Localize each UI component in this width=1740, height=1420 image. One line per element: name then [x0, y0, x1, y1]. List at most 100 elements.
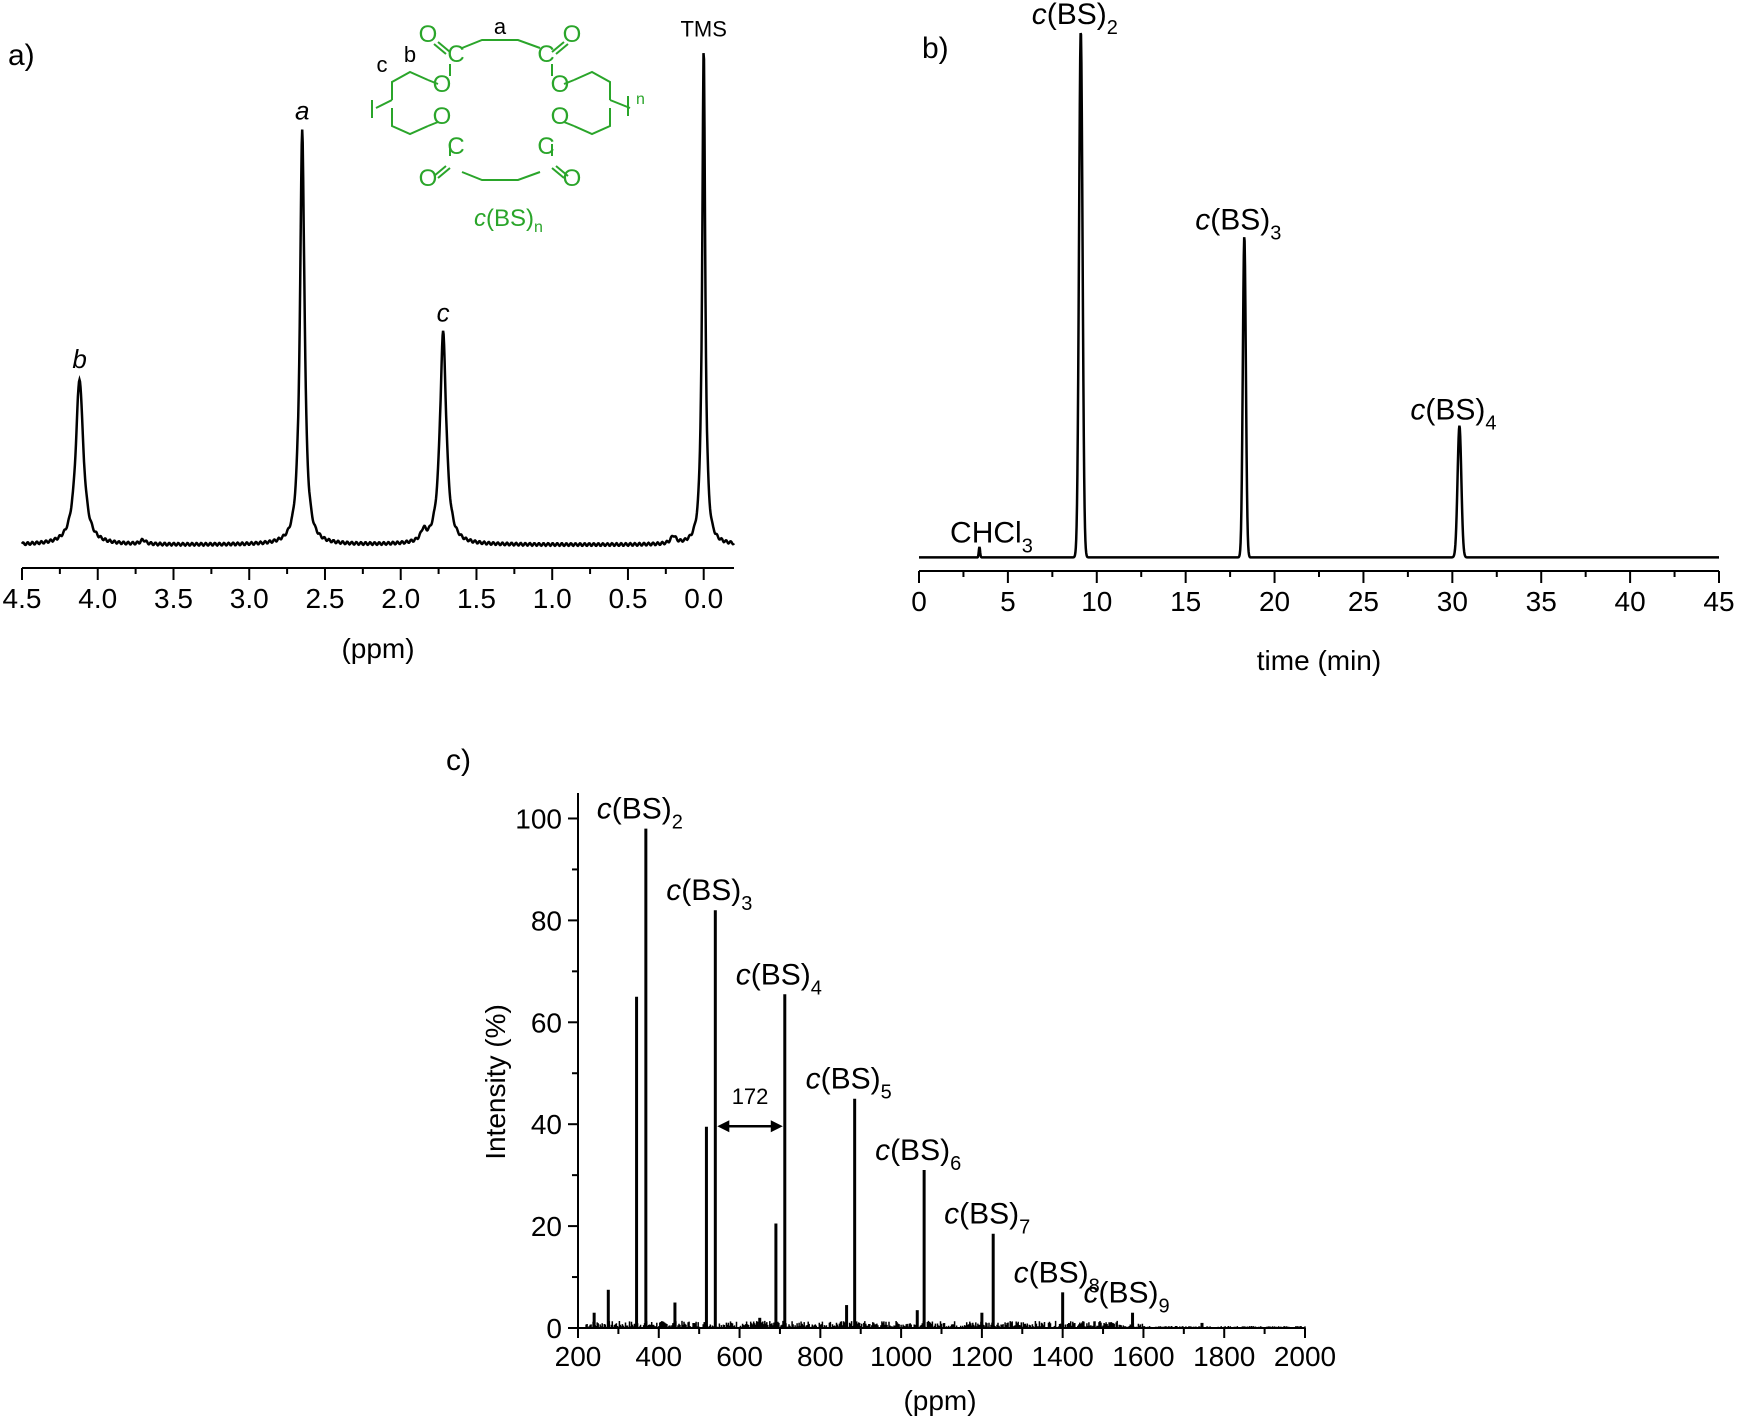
panel-c-peak-label-3-main: (BS): [681, 874, 741, 907]
panel-c-peak-label-9: c(BS)9: [1083, 1277, 1169, 1318]
panel-a-label: a): [8, 39, 35, 72]
panel-b-x-tick-label: 5: [1000, 586, 1016, 617]
panel-c-y-tick-label: 100: [515, 803, 562, 834]
panel-a-x-tick-label: 4.5: [3, 583, 42, 614]
panel-c-peak-label-8-italic: c: [1014, 1256, 1029, 1289]
structure-atom-c: C: [447, 41, 464, 68]
structure-atom-o: O: [433, 71, 452, 98]
structure-bond: [391, 70, 429, 100]
panel-a-x-tick-label: 0.5: [608, 583, 647, 614]
panel-a-peak-label-a: a: [295, 96, 309, 126]
structure-bond: [573, 108, 611, 136]
panel-a-x-tick-label: 3.0: [230, 583, 269, 614]
structure-bond: [375, 99, 393, 109]
panel-a-peak-label-tms: TMS: [680, 17, 726, 42]
panel-c-x-axis-title: (ppm): [903, 1385, 976, 1416]
panel-c-y-axis-title: Intensity (%): [480, 1004, 511, 1160]
panel-c-peak-label-3: c(BS)3: [666, 874, 752, 915]
structure-atoms: O C O C O O O C O O C O a b c n c(BS)n: [377, 14, 645, 236]
panel-c-peak-label-6-italic: c: [875, 1134, 890, 1167]
structure-name-sub: n: [534, 219, 543, 236]
panel-c-peak-label-6-main: (BS): [890, 1134, 950, 1167]
panel-b-x-axis-title: time (min): [1257, 645, 1381, 676]
panel-c-peak-label-4-main: (BS): [751, 958, 811, 991]
panel-c-y-tick-label: 60: [531, 1007, 562, 1038]
panel-c-spacing-arrowhead-left: [717, 1120, 730, 1133]
panel-c-x-tick-label: 800: [797, 1341, 844, 1372]
panel-c-peak-label-6-sub: 6: [950, 1153, 961, 1175]
panel-b-peak-label-2-main: (BS): [1047, 0, 1107, 31]
panel-c-y-tick-label: 40: [531, 1109, 562, 1140]
panel-b-x-tick-label: 20: [1259, 586, 1290, 617]
structure-bond: [391, 108, 429, 136]
panel-a-spectrum-trace: [20, 52, 736, 548]
panel-a-x-tick-label: 2.0: [381, 583, 420, 614]
panel-a-x-tick-label: 0.0: [684, 583, 723, 614]
panel-a-peak-label-b: b: [72, 344, 86, 374]
panel-c-peak-labels: c(BS)2c(BS)3c(BS)4c(BS)5c(BS)6c(BS)7c(BS…: [597, 793, 1170, 1318]
panel-c-peak-label-2-italic: c: [597, 793, 612, 826]
panel-b-peak-label-4-sub: 4: [1485, 412, 1496, 434]
panel-c-peak-label-8-main: (BS): [1029, 1256, 1089, 1289]
panel-c-peak-label-5: c(BS)5: [806, 1063, 892, 1104]
panel-c-peak-label-8: c(BS)8: [1014, 1256, 1100, 1297]
panel-b-x-tick-label: 30: [1437, 586, 1468, 617]
panel-c-axes: 200 400 600 800 1000 1200 1400 1600 1800 2000 0 20 4…: [515, 793, 1336, 1372]
structure-atom-o: O: [419, 21, 438, 48]
panel-b-chromatogram: b) 0 5 10 15 20 25 30 35 40 45 c(BS)2c(BS)3c(BS)4…: [911, 0, 1734, 676]
panel-b-peak-label-4-main: (BS): [1425, 393, 1485, 426]
panel-c-y-tick-label: 80: [531, 905, 562, 936]
panel-b-peak-label-3-main: (BS): [1210, 204, 1270, 237]
panel-a-x-tick-label: 4.0: [78, 583, 117, 614]
structure-label-b: b: [404, 42, 416, 67]
panel-a-x-tick-label: 1.0: [533, 583, 572, 614]
structure-bond: [563, 121, 575, 127]
panel-c-peak-label-9-main: (BS): [1098, 1277, 1158, 1310]
panel-c-peak-label-5-sub: 5: [881, 1082, 892, 1104]
structure-bond: [427, 79, 439, 85]
panel-c-x-tick-label: 400: [635, 1341, 682, 1372]
structure-bond: [437, 41, 451, 53]
panel-b-x-tick-label: 35: [1526, 586, 1557, 617]
structure-bond: [437, 167, 451, 179]
panel-c-peak-label-3-italic: c: [666, 874, 681, 907]
panel-c-peak-label-5-italic: c: [806, 1063, 821, 1096]
structure-bond: [555, 43, 569, 55]
panel-a-x-axis-title: (ppm): [341, 633, 414, 664]
panel-b-peak-label-chcl3-sub: 3: [1022, 535, 1033, 557]
structure-bond: [609, 99, 631, 109]
panel-c-peak-label-8-sub: 8: [1089, 1275, 1100, 1297]
panel-b-x-tick-label: 15: [1170, 586, 1201, 617]
chemical-structure-cbs-n: [371, 39, 631, 181]
panel-c-peak-label-4-sub: 4: [811, 977, 822, 999]
structure-bond: [433, 165, 447, 177]
panel-c-peak-label-7: c(BS)7: [944, 1198, 1030, 1239]
structure-atom-o: O: [419, 165, 438, 192]
panel-b-peak-label-chcl3-main: CHCl: [950, 516, 1022, 549]
structure-label-c: c: [377, 52, 388, 77]
panel-c-peak-label-4: c(BS)4: [736, 958, 822, 999]
panel-c-x-tick-label: 1400: [1032, 1341, 1094, 1372]
panel-c-peaks: [592, 828, 1204, 1328]
structure-bond: [461, 171, 541, 181]
panel-c-spacing-annotation: 172: [717, 1084, 783, 1133]
structure-atom-o: O: [563, 165, 582, 192]
panel-c-spacing-arrowhead-right: [770, 1120, 783, 1133]
structure-atom-c: C: [447, 133, 464, 160]
panel-a-peak-label-c: c: [437, 298, 450, 328]
structure-name-main: (BS): [486, 205, 534, 232]
panel-c-x-tick-label: 1000: [870, 1341, 932, 1372]
panel-c-spacing-label: 172: [732, 1084, 769, 1109]
panel-b-peak-label-3-italic: c: [1195, 204, 1210, 237]
panel-c-peak-label-9-italic: c: [1083, 1277, 1098, 1310]
panel-c-peak-label-7-sub: 7: [1019, 1217, 1030, 1239]
structure-repeat-n: n: [636, 91, 645, 108]
panel-b-peak-label-4: c(BS)4: [1410, 393, 1496, 434]
panel-c-peak-label-3-sub: 3: [741, 893, 752, 915]
panel-b-peak-label-3-sub: 3: [1270, 223, 1281, 245]
panel-a-x-tick-label: 1.5: [457, 583, 496, 614]
panel-a-x-tick-label: 2.5: [306, 583, 345, 614]
panel-c-y-tick-label: 0: [546, 1313, 562, 1344]
